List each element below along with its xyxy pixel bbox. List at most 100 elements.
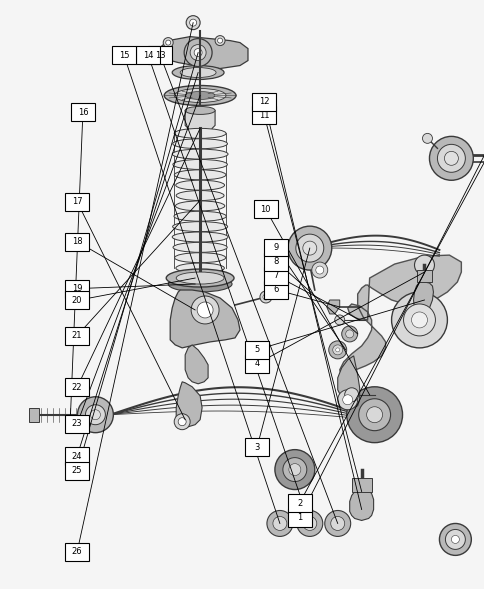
Text: 12: 12	[258, 97, 269, 106]
Circle shape	[311, 262, 327, 278]
Ellipse shape	[168, 276, 231, 292]
Ellipse shape	[174, 170, 226, 180]
FancyBboxPatch shape	[65, 447, 89, 465]
Text: 20: 20	[72, 296, 82, 305]
Polygon shape	[170, 290, 240, 348]
Circle shape	[414, 255, 434, 275]
Circle shape	[288, 464, 300, 475]
Circle shape	[189, 19, 196, 26]
Ellipse shape	[174, 253, 225, 263]
FancyBboxPatch shape	[65, 415, 89, 433]
Polygon shape	[185, 345, 208, 384]
FancyBboxPatch shape	[264, 281, 287, 299]
FancyBboxPatch shape	[252, 106, 276, 124]
FancyBboxPatch shape	[65, 280, 89, 297]
Circle shape	[451, 535, 458, 544]
Circle shape	[174, 413, 190, 430]
Polygon shape	[326, 300, 339, 314]
Text: 10: 10	[260, 205, 271, 214]
Circle shape	[85, 405, 105, 425]
Circle shape	[346, 387, 402, 443]
Circle shape	[266, 511, 292, 537]
FancyBboxPatch shape	[264, 239, 287, 256]
Circle shape	[282, 458, 306, 482]
Circle shape	[315, 266, 323, 274]
Circle shape	[439, 524, 470, 555]
Circle shape	[194, 48, 202, 57]
Polygon shape	[176, 382, 202, 428]
Circle shape	[287, 226, 331, 270]
FancyBboxPatch shape	[65, 292, 89, 309]
Text: 17: 17	[72, 197, 82, 206]
Text: 1: 1	[296, 513, 302, 522]
Circle shape	[335, 348, 339, 352]
Polygon shape	[351, 478, 371, 492]
Ellipse shape	[172, 139, 227, 149]
Text: 8: 8	[273, 257, 278, 266]
Text: 22: 22	[72, 383, 82, 392]
Polygon shape	[349, 489, 373, 521]
Polygon shape	[185, 110, 214, 130]
Circle shape	[274, 449, 314, 489]
Circle shape	[214, 35, 225, 45]
Circle shape	[184, 39, 212, 67]
FancyBboxPatch shape	[71, 103, 95, 121]
Text: 16: 16	[77, 108, 88, 117]
Text: 14: 14	[143, 51, 153, 60]
Ellipse shape	[174, 128, 226, 138]
Ellipse shape	[175, 201, 224, 211]
Circle shape	[344, 388, 358, 402]
Text: 19: 19	[72, 284, 82, 293]
Circle shape	[259, 291, 272, 303]
Circle shape	[345, 330, 353, 338]
Polygon shape	[155, 37, 247, 68]
Ellipse shape	[173, 242, 227, 252]
Circle shape	[163, 38, 173, 48]
Circle shape	[302, 241, 316, 255]
FancyBboxPatch shape	[65, 378, 89, 396]
Circle shape	[334, 315, 344, 325]
Ellipse shape	[166, 269, 234, 287]
Circle shape	[410, 312, 426, 328]
Polygon shape	[339, 255, 460, 376]
Circle shape	[341, 326, 357, 342]
Circle shape	[391, 292, 446, 348]
Text: 2: 2	[296, 499, 302, 508]
Ellipse shape	[172, 160, 227, 170]
Polygon shape	[337, 356, 359, 408]
Polygon shape	[413, 282, 433, 314]
FancyBboxPatch shape	[287, 494, 311, 512]
Ellipse shape	[174, 88, 226, 102]
Text: 18: 18	[72, 237, 82, 246]
FancyBboxPatch shape	[148, 47, 172, 64]
FancyBboxPatch shape	[136, 47, 160, 64]
Circle shape	[328, 341, 346, 359]
Circle shape	[437, 144, 465, 173]
FancyBboxPatch shape	[65, 193, 89, 211]
FancyBboxPatch shape	[264, 267, 287, 284]
Circle shape	[295, 234, 323, 262]
Ellipse shape	[172, 65, 224, 80]
Text: 4: 4	[254, 359, 259, 368]
Ellipse shape	[164, 85, 236, 105]
Ellipse shape	[180, 68, 216, 78]
Ellipse shape	[185, 107, 214, 114]
Circle shape	[296, 511, 322, 537]
Text: 3: 3	[254, 443, 259, 452]
Circle shape	[197, 302, 212, 318]
Circle shape	[217, 38, 222, 43]
Ellipse shape	[176, 263, 224, 273]
Circle shape	[403, 304, 435, 336]
Text: 23: 23	[72, 419, 82, 428]
FancyBboxPatch shape	[244, 355, 269, 373]
FancyBboxPatch shape	[112, 47, 136, 64]
Circle shape	[324, 511, 350, 537]
Polygon shape	[29, 408, 39, 422]
Circle shape	[444, 530, 465, 550]
Text: 26: 26	[72, 547, 82, 557]
Circle shape	[272, 517, 286, 531]
Circle shape	[77, 397, 113, 433]
Circle shape	[186, 16, 200, 29]
FancyBboxPatch shape	[65, 233, 89, 250]
Text: 21: 21	[72, 331, 82, 340]
